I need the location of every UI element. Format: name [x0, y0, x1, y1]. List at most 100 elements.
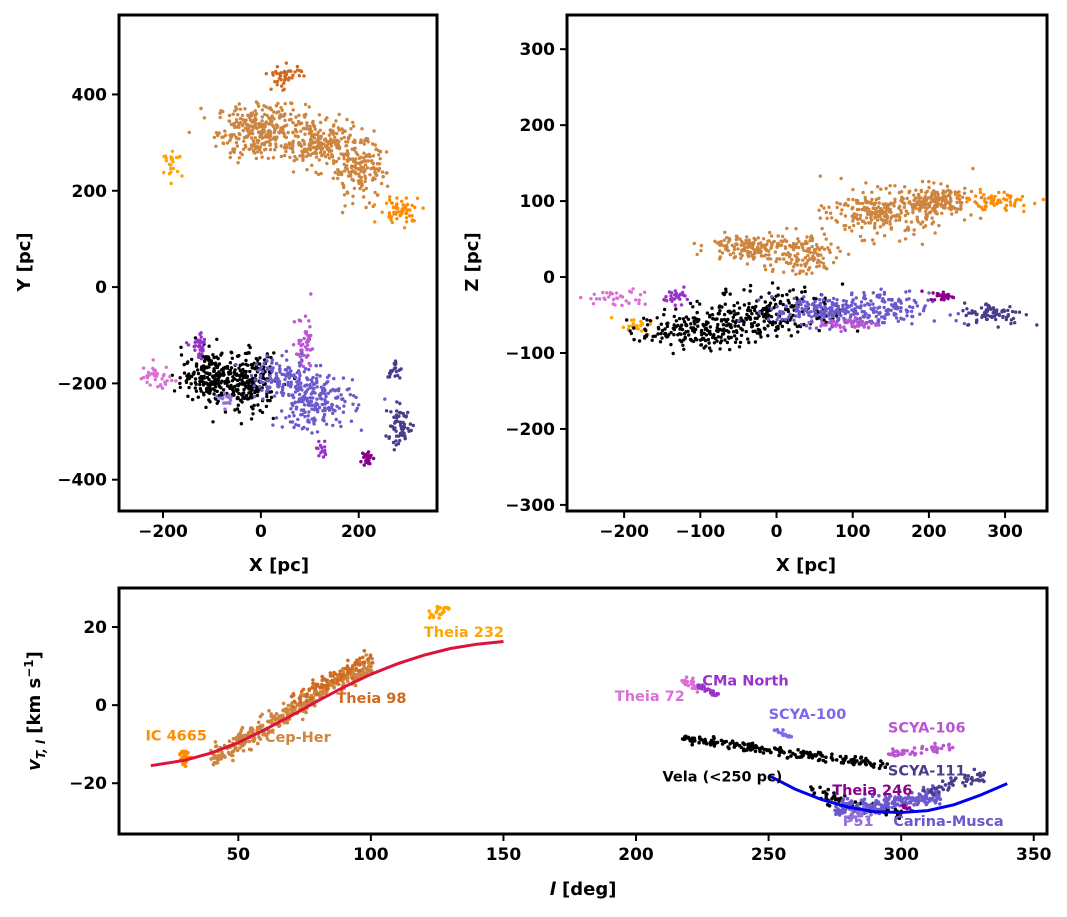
point: [948, 202, 952, 206]
y-tick-label: 20: [83, 618, 107, 638]
point: [906, 225, 910, 229]
y-tick-label: −200: [505, 420, 555, 440]
point: [275, 71, 279, 76]
point: [870, 190, 874, 194]
point: [740, 253, 744, 258]
point: [817, 264, 822, 268]
point: [862, 293, 867, 298]
point: [864, 216, 869, 220]
point: [361, 159, 365, 164]
point: [937, 223, 941, 228]
point: [893, 795, 897, 799]
point: [300, 154, 305, 158]
point: [291, 120, 295, 125]
point: [250, 112, 254, 116]
point: [695, 252, 699, 257]
point: [331, 159, 336, 163]
point: [380, 170, 385, 174]
point: [331, 423, 335, 428]
point: [373, 190, 377, 195]
point: [902, 751, 906, 756]
point: [800, 753, 805, 758]
point: [780, 240, 785, 244]
point: [737, 743, 742, 748]
point: [435, 604, 440, 609]
point: [317, 454, 321, 458]
point: [912, 802, 916, 807]
point: [660, 336, 664, 340]
point: [722, 238, 726, 242]
point: [281, 382, 286, 387]
point: [643, 290, 647, 294]
y-tick-label: 100: [520, 192, 556, 212]
point: [869, 200, 873, 204]
point: [200, 377, 204, 381]
point: [867, 313, 871, 318]
point: [223, 410, 228, 414]
point: [731, 315, 735, 319]
point: [723, 302, 727, 306]
point: [323, 439, 327, 443]
point: [739, 326, 743, 331]
point: [955, 200, 959, 204]
point: [909, 799, 914, 803]
point: [285, 710, 290, 714]
point: [957, 197, 962, 202]
point: [695, 310, 699, 315]
point: [325, 144, 329, 148]
point: [862, 804, 866, 809]
point: [343, 399, 347, 404]
point: [234, 136, 239, 140]
point: [398, 376, 402, 380]
point: [918, 207, 922, 211]
point: [284, 374, 288, 378]
point: [868, 762, 873, 766]
point: [174, 155, 179, 160]
point: [710, 306, 714, 310]
point: [406, 426, 410, 431]
point: [345, 664, 350, 668]
point: [852, 212, 856, 216]
point: [285, 358, 289, 362]
point: [964, 313, 968, 318]
point: [392, 427, 396, 431]
point: [681, 317, 685, 321]
point: [682, 347, 686, 351]
point: [338, 672, 342, 677]
point: [274, 712, 279, 716]
point: [290, 76, 294, 80]
point: [608, 291, 613, 295]
point: [310, 407, 314, 411]
point: [739, 333, 744, 338]
point: [737, 306, 742, 310]
point: [953, 206, 957, 211]
x-tick-label: 100: [835, 522, 871, 542]
point: [437, 616, 442, 620]
point: [822, 315, 826, 319]
point: [190, 397, 195, 402]
point: [270, 729, 275, 733]
point: [243, 126, 248, 130]
point: [645, 333, 649, 337]
point: [296, 417, 300, 422]
point: [277, 130, 281, 134]
point: [778, 257, 782, 261]
point: [874, 323, 878, 327]
point: [718, 304, 722, 308]
point: [288, 142, 292, 146]
point: [769, 315, 774, 319]
point: [1033, 201, 1037, 206]
point: [251, 738, 255, 742]
point: [349, 419, 354, 423]
point: [699, 243, 704, 248]
point: [808, 326, 812, 330]
point: [366, 461, 371, 466]
point: [899, 317, 904, 321]
point: [884, 812, 888, 817]
point: [983, 204, 988, 208]
point: [334, 119, 338, 123]
point: [795, 255, 799, 260]
point: [290, 101, 294, 106]
point: [330, 678, 335, 683]
